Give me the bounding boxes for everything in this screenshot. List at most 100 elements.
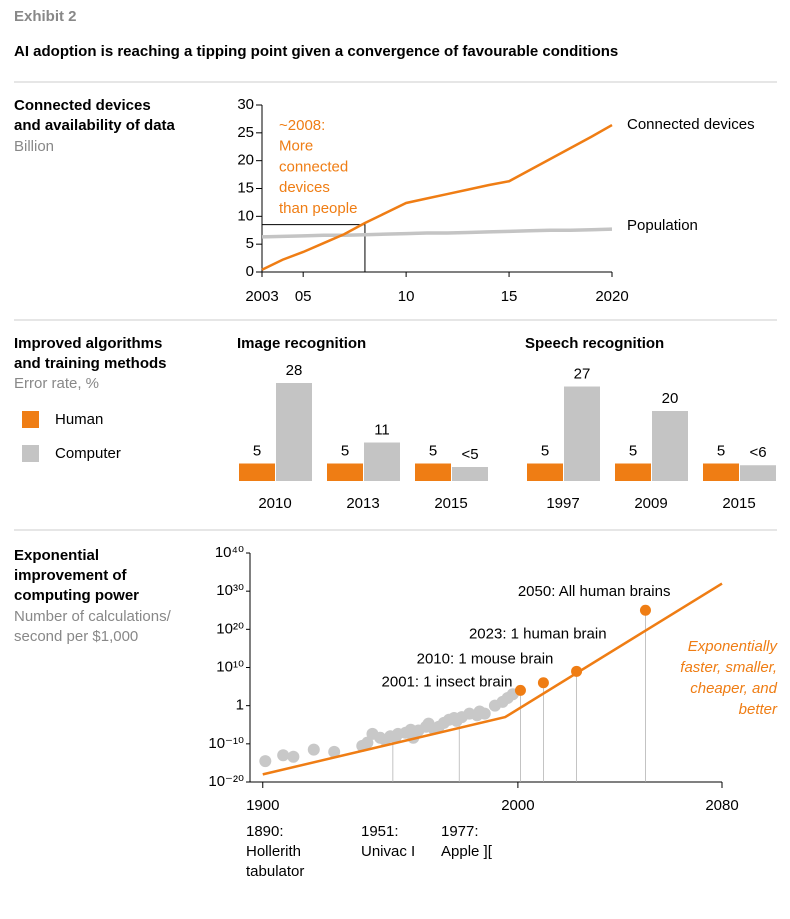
value-label: 5 <box>629 442 637 459</box>
x-tick-label: 1900 <box>246 797 279 814</box>
milestone-point <box>571 665 583 677</box>
unit-label: second per $1,000 <box>14 628 138 645</box>
value-label: 5 <box>717 442 725 459</box>
exhibit-title: AI adoption is reaching a tipping point … <box>14 43 618 60</box>
note: tabulator <box>246 863 304 880</box>
value-label: <5 <box>461 446 478 463</box>
data-point <box>361 736 374 749</box>
section-label: improvement of <box>14 567 128 584</box>
series-label: Connected devices <box>627 116 755 133</box>
x-tick-label: 2080 <box>705 797 738 814</box>
bar <box>615 463 651 481</box>
annotation: than people <box>279 200 357 217</box>
trend-line <box>262 582 723 776</box>
annotation: More <box>279 138 313 155</box>
section-label: and availability of data <box>14 117 176 134</box>
callout: faster, smaller, <box>680 659 777 676</box>
exhibit-number: Exhibit 2 <box>14 8 77 25</box>
y-tick-label: 1 <box>236 697 244 714</box>
data-point <box>259 755 272 768</box>
legend-label: Computer <box>55 445 121 462</box>
data-point <box>287 750 300 763</box>
section-label: and training methods <box>14 355 167 372</box>
bar <box>239 463 275 481</box>
x-tick-label: 05 <box>295 288 312 305</box>
unit-label: Number of calculations/ <box>14 608 172 625</box>
value-label: 20 <box>662 390 679 407</box>
y-tick-label: 10²⁰ <box>216 620 244 637</box>
y-tick-label: 10⁻²⁰ <box>208 773 244 790</box>
x-tick-label: 1997 <box>546 495 579 512</box>
note: Univac I <box>361 843 415 860</box>
x-tick-label: 2015 <box>434 495 467 512</box>
x-tick-label: 2003 <box>245 288 278 305</box>
bar <box>327 463 363 481</box>
x-tick-label: 2009 <box>634 495 667 512</box>
bar <box>564 386 600 481</box>
section-label: Connected devices <box>14 97 151 114</box>
x-tick-label: 10 <box>398 288 415 305</box>
bar <box>652 411 688 481</box>
value-label: 5 <box>253 442 261 459</box>
value-label: 5 <box>541 442 549 459</box>
y-tick-label: 10 <box>237 207 254 224</box>
y-tick-label: 25 <box>237 124 254 141</box>
y-tick-label: 10³⁰ <box>216 582 244 599</box>
x-tick-label: 2013 <box>346 495 379 512</box>
series-line <box>261 227 613 239</box>
value-label: <6 <box>749 444 766 461</box>
milestone-label: 2023: 1 human brain <box>469 625 607 642</box>
legend-swatch <box>22 411 39 428</box>
x-tick-label: 2010 <box>258 495 291 512</box>
value-label: 28 <box>286 362 303 379</box>
data-point <box>478 707 491 720</box>
x-tick-label: 15 <box>501 288 518 305</box>
data-point <box>307 743 320 756</box>
value-label: 5 <box>429 442 437 459</box>
y-tick-label: 5 <box>246 235 254 252</box>
milestone-point <box>537 677 549 689</box>
data-point <box>328 745 341 758</box>
y-tick-label: 0 <box>246 263 254 280</box>
y-tick-label: 10⁴⁰ <box>215 544 244 561</box>
value-label: 27 <box>574 365 591 382</box>
bar <box>364 442 400 481</box>
legend-swatch <box>22 445 39 462</box>
annotation: connected <box>279 158 348 175</box>
milestone-point <box>639 604 651 616</box>
highlight-box <box>262 224 366 272</box>
note: Apple ][ <box>441 843 493 860</box>
bar <box>415 463 451 481</box>
callout: Exponentially <box>688 638 779 655</box>
callout: better <box>739 701 778 718</box>
milestone-label: 2010: 1 mouse brain <box>417 651 554 668</box>
annotation: devices <box>279 179 330 196</box>
milestone-label: 2050: All human brains <box>518 583 671 600</box>
panel-title: Speech recognition <box>525 335 664 352</box>
annotation: ~2008: <box>279 117 325 134</box>
x-tick-label: 2015 <box>722 495 755 512</box>
y-tick-label: 30 <box>237 96 254 113</box>
bar <box>527 463 563 481</box>
note: 1977: <box>441 823 479 840</box>
data-point <box>277 749 290 762</box>
panel-title: Image recognition <box>237 335 366 352</box>
y-tick-label: 10⁻¹⁰ <box>208 735 244 752</box>
value-label: 5 <box>341 442 349 459</box>
y-tick-label: 15 <box>237 179 254 196</box>
note: 1890: <box>246 823 284 840</box>
note: 1951: <box>361 823 399 840</box>
bar <box>452 467 488 481</box>
series-label: Population <box>627 217 698 234</box>
milestone-label: 2001: 1 insect brain <box>382 673 513 690</box>
callout: cheaper, and <box>690 680 777 697</box>
section-label: computing power <box>14 587 139 604</box>
bar <box>276 383 312 481</box>
bar <box>740 465 776 481</box>
section-label: Improved algorithms <box>14 335 162 352</box>
legend-label: Human <box>55 411 103 428</box>
section-label: Exponential <box>14 547 99 564</box>
milestone-point <box>514 684 526 696</box>
x-tick-label: 2000 <box>501 797 534 814</box>
